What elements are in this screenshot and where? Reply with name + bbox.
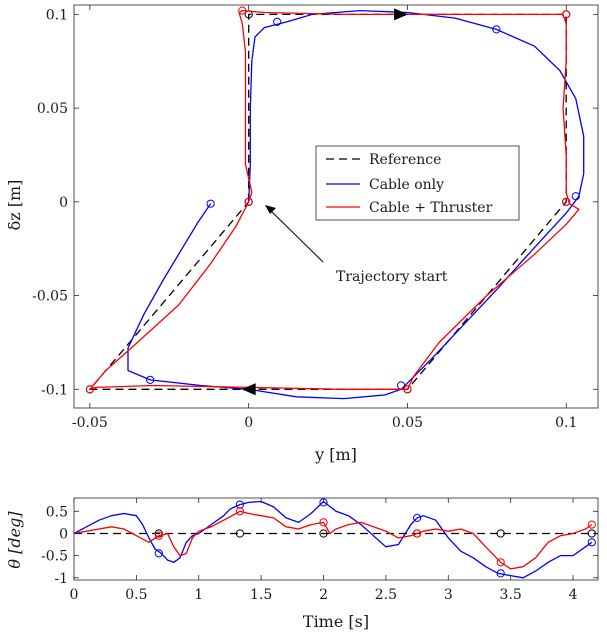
theta-series-2-marker: [496, 558, 505, 567]
trajectory-series-1-marker: [492, 25, 501, 34]
trajectory-ytick-label: 0.05: [37, 101, 68, 117]
theta-series-0-marker: [496, 529, 505, 538]
theta-xtick-label: 1: [194, 587, 203, 603]
trajectory-series-2-marker: [85, 385, 95, 394]
theta-xlabel: Time [s]: [303, 612, 369, 631]
theta-xtick-label: 1.5: [250, 587, 272, 603]
trajectory-series-2-marker: [562, 197, 571, 206]
theta-series-1-marker: [154, 549, 163, 558]
theta-axes-frame: [73, 497, 599, 581]
theta-xtick-label: 2.5: [375, 587, 397, 603]
theta-ytick-label: 0: [59, 526, 68, 542]
trajectory-ylabel: δz [m]: [5, 180, 24, 231]
trajectory-xtick-label: 0.1: [555, 415, 577, 431]
theta-series-2-marker: [235, 507, 244, 516]
trajectory-xtick-label: -0.05: [72, 415, 108, 431]
theta-xtick-label: 0.5: [125, 587, 147, 603]
trajectory-xlabel: y [m]: [314, 445, 357, 464]
annotation-arrow-head: [265, 205, 276, 214]
trajectory-plot: -0.05 0 0.05 0.1 -0.1 -0.05 0 0.05 0.1 y [m] δz …: [5, 4, 599, 464]
theta-xtick-label: 3.5: [500, 587, 522, 603]
theta-ytick-label: -0.5: [41, 549, 68, 565]
reference-direction-arrow: [394, 8, 409, 21]
theta-series-2-marker: [319, 518, 328, 527]
trajectory-start-annotation: Trajectory start: [265, 205, 448, 285]
trajectory-ytick-label: -0.1: [41, 382, 68, 398]
legend-label-cable-thruster: Cable + Thruster: [369, 200, 493, 216]
legend: Reference Cable only Cable + Thruster: [315, 145, 520, 221]
theta-series-1-marker: [235, 500, 244, 509]
theta-ylabel: θ [deg]: [5, 511, 24, 569]
reference-direction-arrow: [241, 383, 256, 396]
theta-xtick-label: 0: [70, 587, 79, 603]
theta-series-line-1: [73, 500, 593, 579]
theta-series-line-2: [73, 510, 593, 570]
theta-series-2-marker: [413, 529, 422, 538]
trajectory-ytick-label: 0: [59, 195, 68, 211]
trajectory-series-1-marker: [206, 199, 215, 208]
trajectory-series-1-marker: [273, 17, 282, 26]
trajectory-ytick-label: 0.1: [46, 7, 68, 23]
legend-box: [315, 145, 520, 221]
theta-xtick-label: 2: [319, 587, 328, 603]
theta-series-1-marker: [413, 513, 422, 523]
trajectory-series-1-marker: [571, 192, 580, 201]
trajectory-axes: -0.05 0 0.05 0.1 -0.1 -0.05 0 0.05 0.1: [32, 4, 599, 431]
trajectory-series-2-marker: [403, 385, 412, 394]
theta-xtick-label: 4: [569, 587, 578, 603]
theta-axes: 0 0.5 1 1.5 2 2.5 3 3.5 4 -1 -0.5 0 0.5: [41, 497, 599, 603]
trajectory-series-1-marker: [146, 375, 155, 384]
theta-series: [73, 498, 598, 579]
trajectory-series-2-marker: [562, 10, 571, 19]
trajectory-series: [85, 6, 585, 400]
trajectory-axes-frame: [73, 4, 599, 409]
trajectory-xtick-label: 0: [244, 415, 253, 431]
theta-ytick-label: -1: [54, 571, 68, 587]
legend-label-reference: Reference: [369, 152, 441, 168]
legend-label-cable-only: Cable only: [369, 177, 444, 193]
theta-series-0-marker: [154, 529, 163, 538]
theta-series-1-marker: [587, 538, 596, 547]
theta-plot: 0 0.5 1 1.5 2 2.5 3 3.5 4 -1 -0.5 0 0.5 Time [s] θ […: [5, 497, 599, 631]
trajectory-series-2-marker: [244, 197, 253, 206]
theta-ytick-label: 0.5: [46, 504, 68, 520]
theta-series-1-marker: [496, 569, 505, 578]
annotation-text: Trajectory start: [336, 269, 448, 285]
trajectory-series-line-1: [127, 9, 585, 400]
trajectory-xtick-label: 0.05: [392, 415, 423, 431]
annotation-arrow-line: [269, 209, 324, 263]
theta-series-0-marker: [319, 529, 328, 538]
theta-series-0-marker: [235, 529, 244, 538]
trajectory-series-2-marker: [238, 6, 247, 15]
trajectory-ytick-label: -0.05: [32, 289, 68, 305]
theta-series-2-marker: [154, 531, 163, 540]
theta-series-2-marker: [587, 520, 596, 529]
theta-xtick-label: 3: [444, 587, 453, 603]
